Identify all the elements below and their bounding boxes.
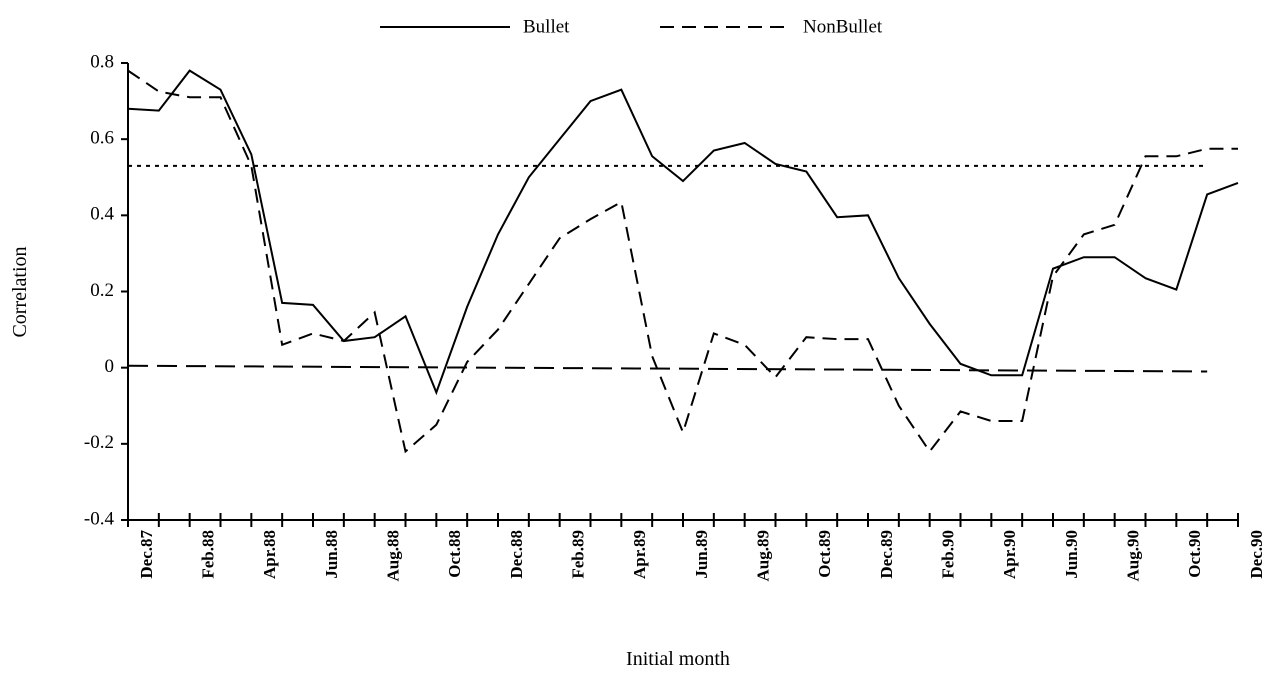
y-tick-label: 0.6 — [90, 128, 114, 149]
x-tick-label: Jun.90 — [1062, 530, 1081, 579]
legend-label: Bullet — [523, 16, 570, 37]
x-tick-label: Dec.90 — [1247, 530, 1266, 579]
y-tick-label: 0.2 — [90, 280, 114, 301]
x-tick-label: Aug.90 — [1124, 530, 1143, 581]
x-tick-label: Oct.90 — [1185, 530, 1204, 578]
series-line — [127, 69, 1239, 396]
x-tick-label: Apr.89 — [630, 530, 649, 579]
y-tick-label: -0.2 — [84, 432, 114, 453]
x-tick-label: Oct.88 — [445, 530, 464, 578]
y-axis-label: Correlation — [9, 246, 31, 337]
y-tick-label: -0.4 — [84, 508, 115, 529]
x-tick-label: Feb.89 — [569, 530, 588, 579]
x-tick-label: Feb.90 — [939, 530, 958, 579]
x-tick-label: Feb.88 — [199, 530, 218, 579]
x-tick-label: Jun.89 — [692, 530, 711, 579]
x-tick-label: Dec.88 — [507, 530, 526, 579]
x-tick-label: Apr.88 — [260, 530, 279, 579]
x-tick-label: Dec.89 — [877, 530, 896, 579]
y-tick-label: 0.4 — [90, 204, 114, 225]
x-tick-label: Oct.89 — [815, 530, 834, 578]
x-tick-label: Jun.88 — [322, 530, 341, 579]
x-tick-label: Aug.88 — [384, 530, 403, 581]
x-tick-label: Apr.90 — [1000, 530, 1019, 579]
reference-line — [127, 364, 1208, 373]
legend-label: NonBullet — [803, 16, 883, 37]
x-tick-label: Dec.87 — [137, 530, 156, 579]
y-tick-label: 0.8 — [90, 51, 114, 72]
x-tick-label: Aug.89 — [754, 530, 773, 581]
x-axis-label: Initial month — [626, 648, 730, 670]
y-tick-label: 0 — [105, 356, 115, 377]
